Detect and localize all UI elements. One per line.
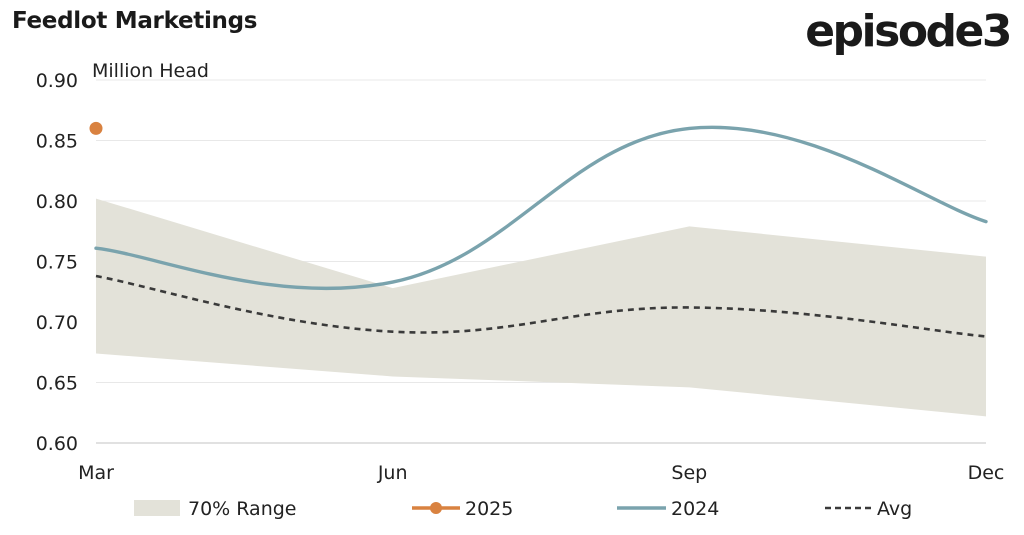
- x-tick-label: Sep: [671, 462, 707, 484]
- legend-label-avg: Avg: [877, 498, 912, 520]
- legend-label-2024: 2024: [671, 498, 719, 520]
- y-axis-unit-label: Million Head: [92, 60, 209, 82]
- x-tick-label: Jun: [377, 462, 408, 484]
- y-tick-label: 0.80: [36, 191, 78, 213]
- range-band-70pct: [96, 198, 986, 417]
- series-layer: [89, 121, 988, 338]
- y-tick-label: 0.75: [36, 252, 78, 274]
- chart-title: Feedlot Marketings: [12, 8, 258, 34]
- x-tick-label: Dec: [968, 462, 1005, 484]
- series-2025-point: [89, 121, 103, 135]
- y-tick-label: 0.65: [36, 373, 78, 395]
- brand-logo: episode3: [805, 6, 1012, 57]
- legend-label-range: 70% Range: [188, 498, 297, 520]
- legend-marker-2025: [430, 502, 442, 514]
- series-avg-line: [95, 274, 987, 338]
- legend-label-2025: 2025: [465, 498, 513, 520]
- series-2024-line: [94, 125, 988, 291]
- y-tick-label: 0.90: [36, 70, 78, 92]
- y-tick-label: 0.60: [36, 433, 78, 455]
- x-tick-label: Mar: [78, 462, 114, 484]
- y-tick-label: 0.70: [36, 312, 78, 334]
- legend: 70% Range 2025 2024 Avg: [134, 498, 912, 520]
- legend-swatch-range: [134, 500, 180, 516]
- range-band-layer: [96, 198, 986, 417]
- axis-layer: 0.60 0.65 0.70 0.75 0.80 0.85 0.90 Mar Jun Sep Dec…: [36, 60, 1005, 484]
- y-tick-label: 0.85: [36, 131, 78, 153]
